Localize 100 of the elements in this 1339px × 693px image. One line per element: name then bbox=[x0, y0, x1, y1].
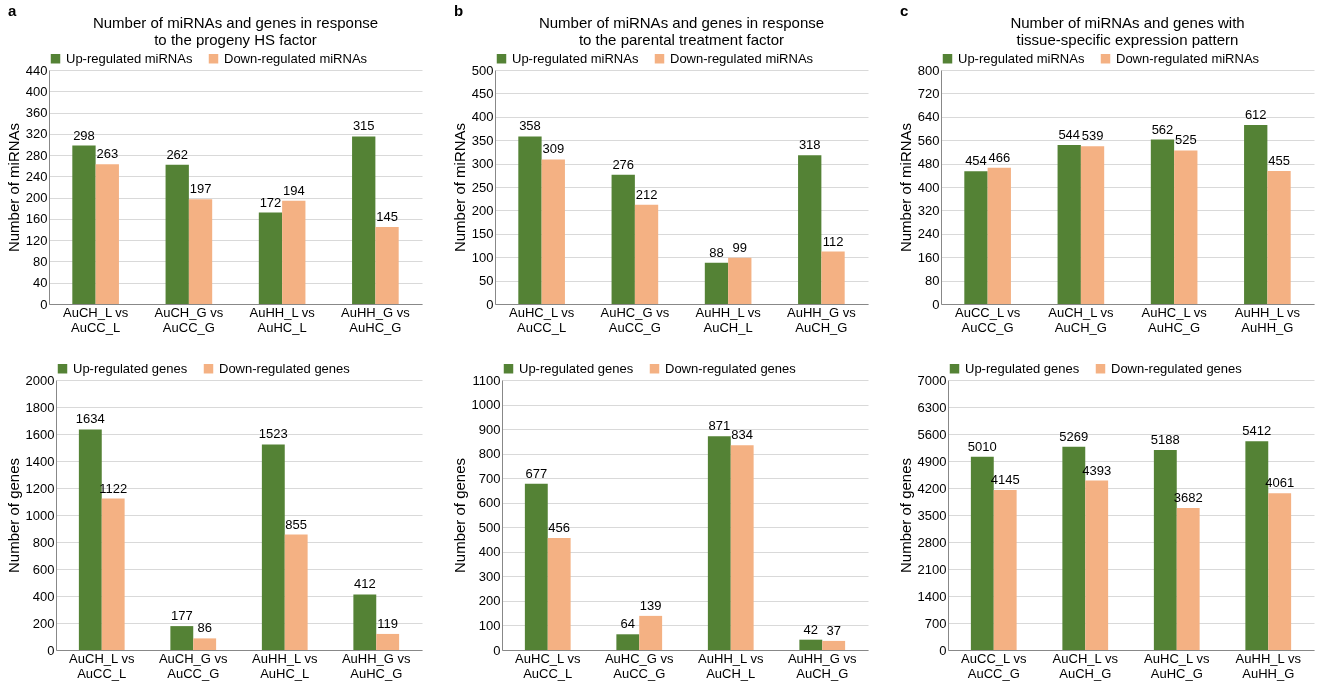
x-tick-label: AuHC_L vs AuHC_G bbox=[1141, 304, 1208, 335]
data-label: 871 bbox=[708, 418, 731, 434]
data-label: 263 bbox=[96, 146, 119, 162]
bar bbox=[799, 639, 823, 650]
data-label: 145 bbox=[376, 208, 398, 224]
data-label: 677 bbox=[525, 465, 548, 481]
data-label: 112 bbox=[822, 233, 844, 249]
legend-label: Down-regulated genes bbox=[219, 360, 351, 376]
x-tick-label: AuCH_L vs AuCH_G bbox=[1048, 304, 1114, 335]
bar bbox=[821, 251, 845, 304]
legend-label: Up-regulated genes bbox=[519, 360, 634, 376]
x-tick-label: AuHH_L vs AuHH_G bbox=[1235, 650, 1302, 681]
y-tick-label: 350 bbox=[471, 132, 494, 148]
data-label: 315 bbox=[352, 118, 375, 134]
y-tick-label: 440 bbox=[25, 62, 48, 78]
legend-label: Down-regulated genes bbox=[665, 360, 797, 376]
y-tick-label: 500 bbox=[471, 62, 494, 78]
bar bbox=[258, 212, 283, 304]
bar bbox=[352, 136, 376, 304]
data-label: 525 bbox=[1174, 132, 1197, 148]
bar bbox=[1150, 139, 1175, 304]
bar bbox=[170, 626, 194, 650]
bar bbox=[78, 429, 102, 650]
bar bbox=[353, 594, 377, 650]
y-tick-label: 0 bbox=[47, 642, 55, 658]
y-axis-title: Number of miRNAs bbox=[4, 122, 22, 253]
x-tick-label: AuCH_L vs AuCH_G bbox=[1052, 650, 1119, 681]
y-tick-label: 160 bbox=[917, 249, 940, 265]
y-tick-label: 4200 bbox=[917, 480, 947, 496]
x-tick-label: AuCH_L vs AuCC_L bbox=[69, 650, 135, 681]
bar bbox=[798, 155, 822, 304]
y-tick-label: 2100 bbox=[917, 561, 947, 577]
y-tick-label: 240 bbox=[917, 226, 940, 242]
data-label: 86 bbox=[197, 620, 212, 636]
data-label: 562 bbox=[1151, 121, 1174, 137]
legend-label: Up-regulated genes bbox=[965, 360, 1080, 376]
bar bbox=[707, 436, 731, 650]
y-axis-title: Number of miRNAs bbox=[450, 122, 468, 253]
bar bbox=[284, 534, 308, 650]
y-tick-label: 300 bbox=[478, 568, 501, 584]
bar bbox=[616, 634, 640, 650]
data-label: 412 bbox=[353, 576, 376, 592]
legend-label: Down-regulated miRNAs bbox=[1116, 50, 1260, 66]
text: a bbox=[8, 2, 17, 19]
y-tick-label: 0 bbox=[932, 296, 940, 312]
y-tick-label: 700 bbox=[924, 615, 947, 631]
data-label: 1523 bbox=[258, 426, 288, 442]
data-label: 5269 bbox=[1059, 428, 1089, 444]
y-tick-label: 560 bbox=[917, 132, 940, 148]
bar bbox=[987, 167, 1011, 304]
y-tick-label: 0 bbox=[493, 642, 501, 658]
y-tick-label: 700 bbox=[478, 470, 501, 486]
y-tick-label: 7000 bbox=[917, 372, 947, 388]
y-tick-label: 800 bbox=[478, 446, 501, 462]
y-tick-label: 200 bbox=[32, 615, 55, 631]
bar bbox=[1085, 480, 1109, 650]
data-label: 466 bbox=[988, 149, 1011, 165]
bar bbox=[1174, 150, 1198, 304]
y-tick-label: 500 bbox=[478, 519, 501, 535]
bar bbox=[611, 174, 635, 304]
data-label: 64 bbox=[620, 616, 636, 632]
data-label: 1634 bbox=[75, 411, 105, 427]
bar bbox=[376, 633, 400, 650]
chart-title: Number of miRNAs and genes in response to the progeny HS factor bbox=[92, 14, 379, 48]
data-label: 37 bbox=[826, 622, 841, 638]
text: c bbox=[900, 2, 909, 19]
y-tick-label: 0 bbox=[486, 296, 494, 312]
y-tick-label: 480 bbox=[917, 156, 940, 172]
legend-label: Down-regulated genes bbox=[1111, 360, 1243, 376]
y-tick-label: 400 bbox=[471, 109, 494, 125]
y-axis-title: Number of miRNAs bbox=[896, 122, 914, 253]
bar bbox=[1080, 146, 1105, 304]
x-tick-label: AuHH_L vs AuHC_L bbox=[249, 304, 316, 335]
y-tick-label: 1100 bbox=[472, 372, 501, 388]
bar bbox=[547, 538, 571, 650]
x-tick-label: AuHH_G vs AuCH_G bbox=[787, 650, 858, 681]
legend-label: Up-regulated miRNAs bbox=[958, 50, 1085, 66]
y-tick-label: 200 bbox=[478, 593, 501, 609]
y-tick-label: 400 bbox=[917, 179, 940, 195]
data-label: 5188 bbox=[1150, 431, 1180, 447]
data-label: 194 bbox=[282, 182, 305, 198]
x-tick-label: AuCC_L vs AuCC_G bbox=[961, 650, 1027, 681]
bar bbox=[375, 226, 399, 304]
y-tick-label: 2000 bbox=[25, 372, 55, 388]
bar bbox=[639, 615, 663, 650]
chart-title: Number of miRNAs and genes with tissue-specific expression pattern bbox=[1010, 14, 1245, 48]
legend-label: Up-regulated genes bbox=[73, 360, 188, 376]
bar bbox=[1057, 144, 1081, 304]
data-label: 5010 bbox=[967, 438, 997, 454]
y-tick-label: 720 bbox=[917, 85, 940, 101]
bar bbox=[1267, 170, 1291, 304]
x-tick-label: AuCH_G vs AuCC_G bbox=[158, 650, 229, 681]
data-label: 298 bbox=[73, 127, 95, 143]
y-tick-label: 1400 bbox=[917, 588, 947, 604]
y-tick-label: 240 bbox=[25, 168, 48, 184]
bar bbox=[518, 136, 542, 304]
data-label: 454 bbox=[965, 153, 987, 169]
legend-label: Down-regulated miRNAs bbox=[670, 50, 814, 66]
y-tick-label: 4900 bbox=[917, 453, 947, 469]
y-tick-label: 200 bbox=[25, 190, 48, 206]
